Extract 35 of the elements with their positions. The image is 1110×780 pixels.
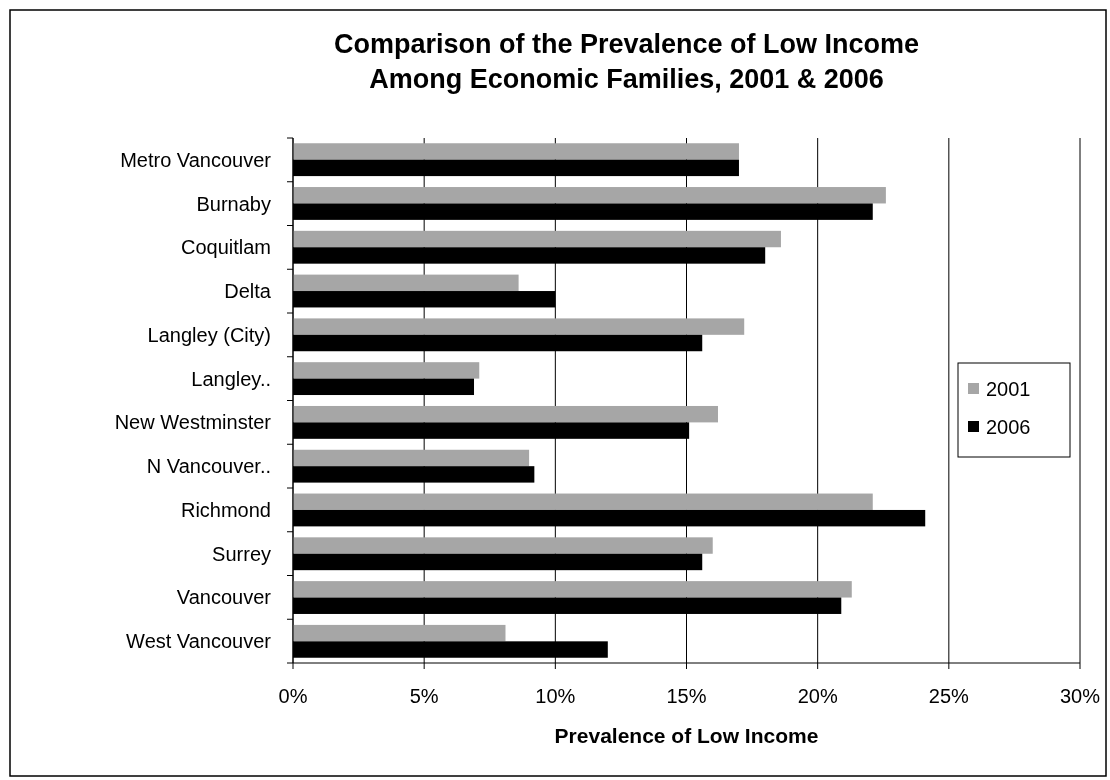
x-axis-title: Prevalence of Low Income xyxy=(554,724,819,747)
bar xyxy=(293,230,781,248)
y-tick-label: Vancouver xyxy=(176,586,272,609)
y-tick-label: Delta xyxy=(224,280,272,303)
bar xyxy=(293,187,886,204)
legend-label: 2006 xyxy=(986,416,1031,438)
x-tick-label: 25% xyxy=(928,685,970,707)
x-tick-label: 20% xyxy=(797,685,838,707)
y-tick-label: Langley (City) xyxy=(147,323,271,346)
bar xyxy=(293,143,739,160)
bar xyxy=(293,581,852,598)
y-tick-label: New Westminster xyxy=(114,411,272,434)
x-tick-label: 5% xyxy=(409,685,439,707)
y-tick-label: N Vancouver.. xyxy=(146,455,271,478)
bar xyxy=(293,274,519,292)
y-tick-label: Langley.. xyxy=(191,367,271,390)
bar xyxy=(293,493,873,510)
bar xyxy=(293,362,480,379)
y-tick-label: Coquitlam xyxy=(180,236,271,259)
x-tick-label: 15% xyxy=(666,685,707,707)
bar xyxy=(293,449,530,467)
bar xyxy=(293,624,506,642)
bar xyxy=(293,318,745,335)
y-tick-label: Metro Vancouver xyxy=(120,148,272,171)
legend-label: 2001 xyxy=(986,378,1031,400)
bar xyxy=(293,537,713,554)
y-tick-label: West Vancouver xyxy=(126,630,272,653)
y-tick-label: Richmond xyxy=(180,498,271,521)
y-tick-label: Surrey xyxy=(212,542,271,565)
bar xyxy=(293,405,718,423)
chart-title: Comparison of the Prevalence of Low Income Among Economic Families, 2001 & 2006 xyxy=(333,29,920,94)
x-tick-label: 0% xyxy=(278,685,308,707)
x-tick-label: 30% xyxy=(1059,685,1101,707)
y-tick-label: Burnaby xyxy=(196,192,271,215)
x-tick-label: 10% xyxy=(535,685,576,707)
